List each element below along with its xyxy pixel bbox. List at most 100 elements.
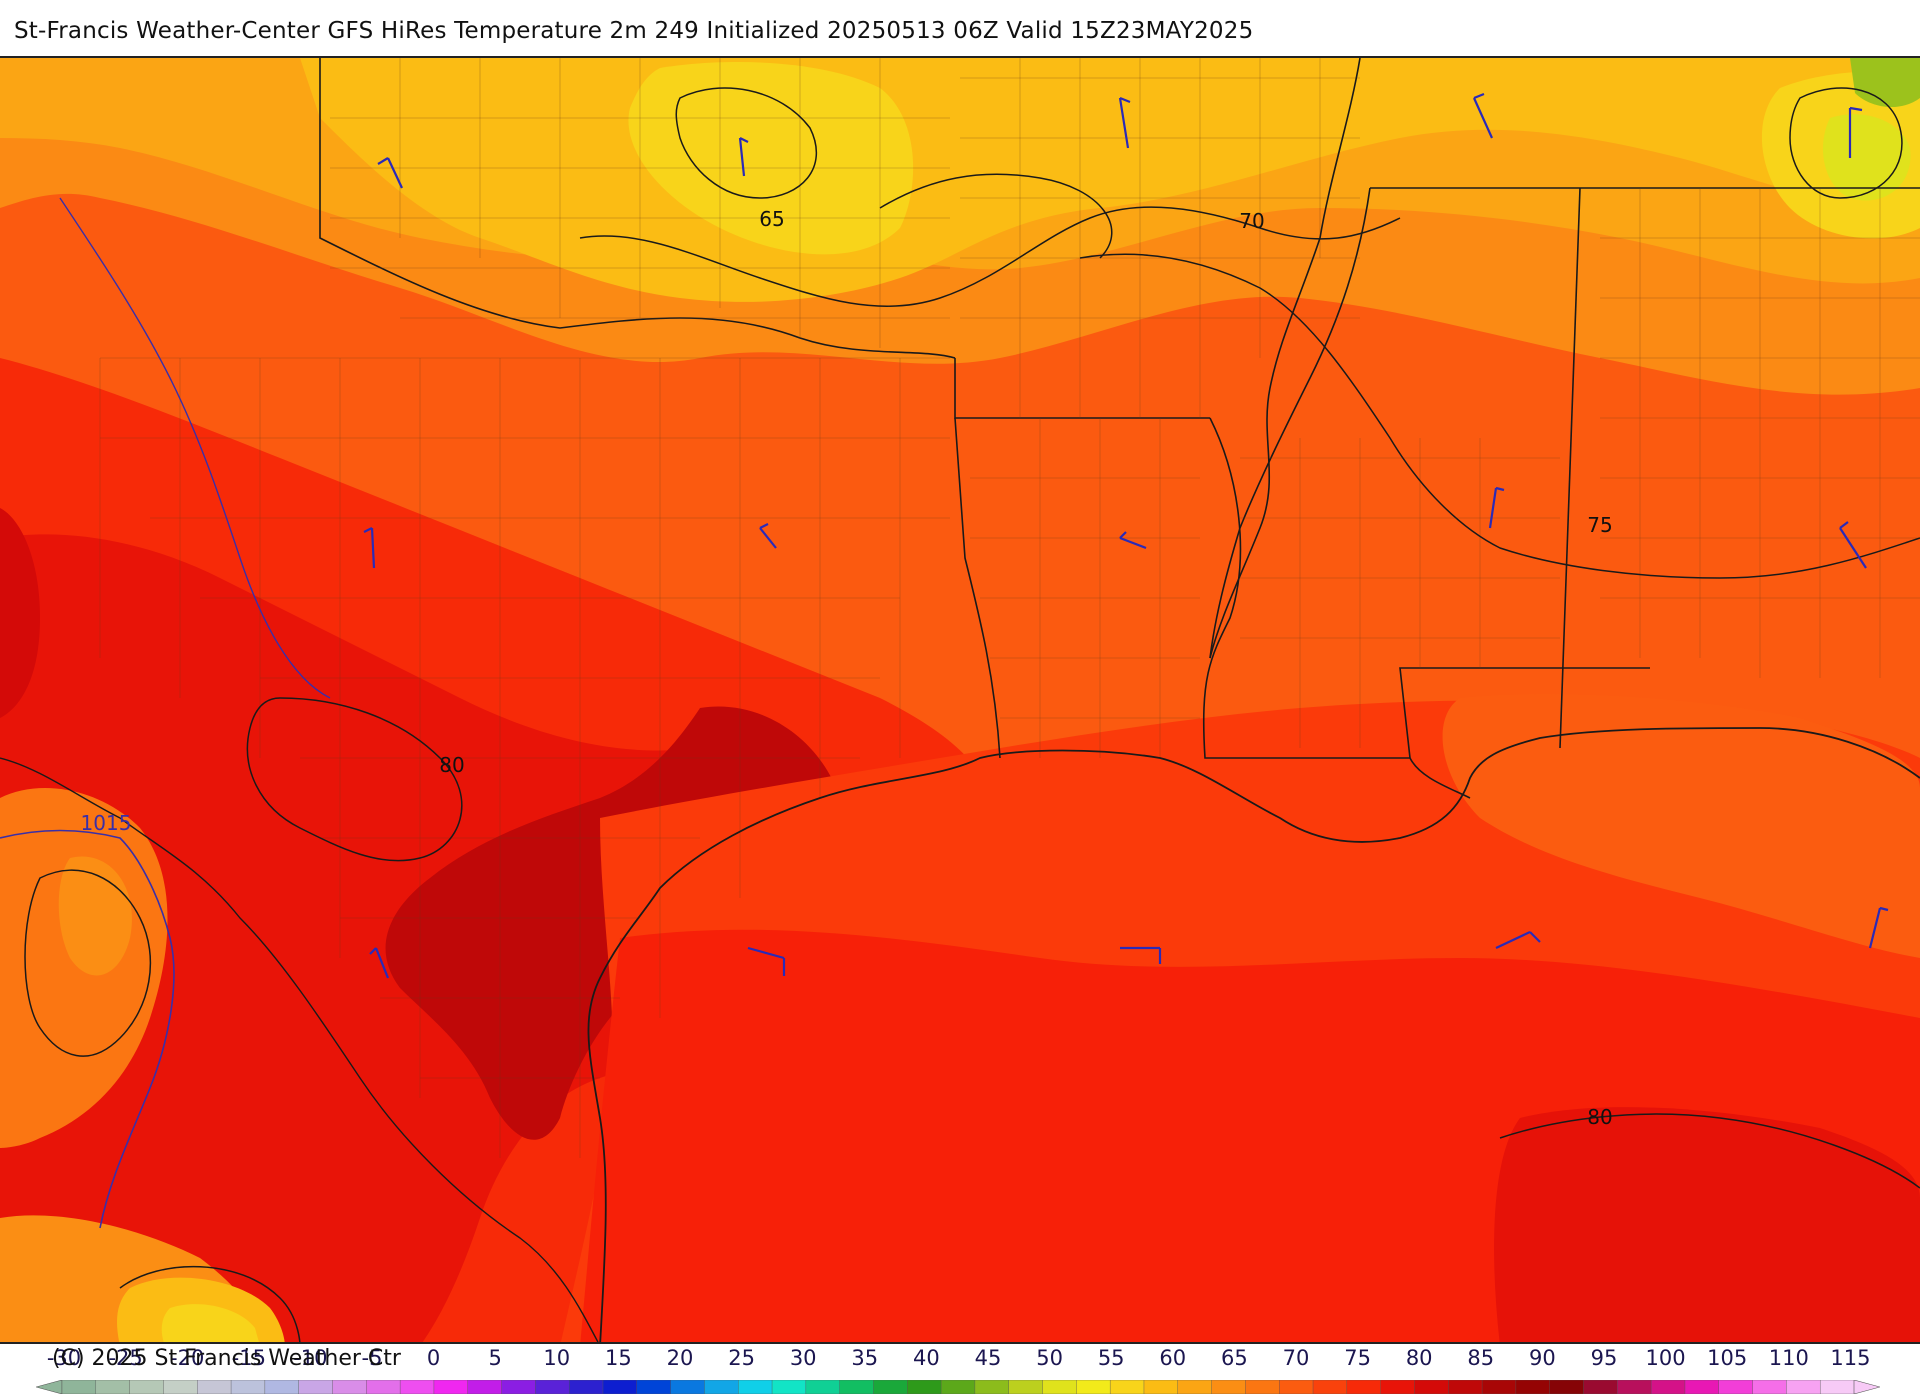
colorbar-swatch bbox=[535, 1380, 570, 1394]
wind-barbs bbox=[363, 92, 1889, 979]
colorbar-tick-label: 45 bbox=[974, 1346, 1002, 1370]
colorbar-tick-label: 85 bbox=[1467, 1346, 1495, 1370]
colorbar-tick-label: 20 bbox=[666, 1346, 694, 1370]
colorbar-swatch bbox=[399, 1380, 435, 1394]
colorbar-tick-label: 30 bbox=[789, 1346, 817, 1370]
colorbar-arrow-high bbox=[1853, 1380, 1880, 1394]
county-lines bbox=[99, 58, 1920, 1158]
isobar-line-north bbox=[59, 197, 331, 699]
colorbar-swatch bbox=[1481, 1380, 1517, 1394]
colorbar-tick-label: 25 bbox=[728, 1346, 755, 1370]
colorbar-tick-label: 65 bbox=[1221, 1346, 1248, 1370]
colorbar-swatch bbox=[1312, 1380, 1348, 1394]
colorbar-tick-label: 110 bbox=[1768, 1346, 1809, 1370]
colorbar-swatch bbox=[433, 1380, 469, 1394]
colorbar-swatch bbox=[1617, 1380, 1652, 1394]
colorbar-tick-label: -5 bbox=[361, 1346, 383, 1370]
colorbar-tick-label: 55 bbox=[1097, 1346, 1125, 1370]
map-canvas: 65 70 75 80 80 1015 bbox=[0, 58, 1920, 1342]
temp-band-mexico-cooler bbox=[58, 856, 132, 976]
colorbar-swatch bbox=[738, 1380, 773, 1394]
colorbar-swatch bbox=[1650, 1380, 1686, 1394]
colorbar-swatch bbox=[704, 1380, 739, 1394]
colorbar-swatch bbox=[1042, 1380, 1078, 1394]
contour-label-75: 75 bbox=[1587, 513, 1612, 537]
colorbar-swatch bbox=[568, 1380, 604, 1394]
colorbar-swatch bbox=[1549, 1380, 1585, 1394]
colorbar-tick-label: 80 bbox=[1405, 1346, 1433, 1370]
isobar-line bbox=[0, 829, 175, 1229]
colorbar-tick-label: -10 bbox=[293, 1346, 328, 1370]
temp-band-west-hot bbox=[0, 508, 40, 718]
colorbar bbox=[36, 1380, 1880, 1394]
colorbar-swatch bbox=[1346, 1380, 1382, 1394]
colorbar-tick-label: 90 bbox=[1529, 1346, 1556, 1370]
colorbar-tick-label: -20 bbox=[170, 1346, 205, 1370]
contour-label-65: 65 bbox=[759, 207, 784, 231]
temperature-contours bbox=[24, 87, 1920, 1342]
colorbar-swatch bbox=[1008, 1380, 1044, 1394]
colorbar-tick-label: 100 bbox=[1645, 1346, 1686, 1370]
colorbar-swatch bbox=[1414, 1380, 1449, 1394]
colorbar-swatch bbox=[1752, 1380, 1788, 1394]
colorbar-swatch bbox=[1245, 1380, 1280, 1394]
colorbar-swatch bbox=[1211, 1380, 1247, 1394]
colorbar-swatch bbox=[940, 1380, 976, 1394]
colorbar-swatch bbox=[230, 1380, 266, 1394]
gulf-water-82 bbox=[1494, 1107, 1920, 1342]
rio-grande bbox=[0, 757, 599, 1342]
temp-band-45-northeast bbox=[1850, 58, 1920, 108]
colorbar-swatch bbox=[129, 1380, 165, 1394]
colorbar-tick-label: 40 bbox=[913, 1346, 940, 1370]
colorbar-swatch bbox=[467, 1380, 503, 1394]
colorbar-swatch bbox=[771, 1380, 807, 1394]
colorbar-swatch bbox=[1448, 1380, 1483, 1394]
colorbar-swatch bbox=[1819, 1380, 1855, 1394]
gulf-water-eastern-warm bbox=[1442, 694, 1920, 958]
colorbar-swatch bbox=[1583, 1380, 1619, 1394]
colorbar-tick-label: 105 bbox=[1707, 1346, 1748, 1370]
colorbar-swatch bbox=[907, 1380, 942, 1394]
temp-band-mexico-yellow bbox=[161, 1304, 259, 1342]
colorbar-swatch bbox=[501, 1380, 537, 1394]
contour-label-70: 70 bbox=[1239, 209, 1264, 233]
contour-label-80-west: 80 bbox=[439, 753, 464, 777]
colorbar-swatch bbox=[61, 1380, 97, 1394]
colorbar-swatch bbox=[1515, 1380, 1551, 1394]
colorbar-swatch bbox=[602, 1380, 638, 1394]
colorbar-swatch bbox=[636, 1380, 672, 1394]
colorbar-swatch bbox=[974, 1380, 1010, 1394]
isobar-label: 1015 bbox=[81, 811, 132, 835]
temperature-map: 65 70 75 80 80 1015 bbox=[0, 56, 1920, 1344]
colorbar-swatch bbox=[366, 1380, 401, 1394]
state-borders bbox=[319, 58, 1920, 799]
colorbar-tick-label: 95 bbox=[1590, 1346, 1618, 1370]
colorbar-tick-label: 75 bbox=[1344, 1346, 1371, 1370]
colorbar-swatch bbox=[1279, 1380, 1314, 1394]
colorbar-swatch bbox=[1143, 1380, 1179, 1394]
colorbar-swatch bbox=[839, 1380, 875, 1394]
copyright-text: (C) 2025 St Francis Weather Ctr bbox=[52, 1346, 401, 1371]
colorbar-tick-label: 0 bbox=[426, 1346, 441, 1370]
colorbar-tick-label: 70 bbox=[1282, 1346, 1310, 1370]
colorbar-swatch bbox=[805, 1380, 841, 1394]
colorbar-arrow-low bbox=[36, 1380, 63, 1394]
colorbar-swatch bbox=[95, 1380, 131, 1394]
colorbar-tick-label: -15 bbox=[231, 1346, 266, 1370]
contour-label-80-gulf: 80 bbox=[1587, 1105, 1612, 1129]
colorbar-swatch bbox=[197, 1380, 232, 1394]
colorbar-tick-label: 60 bbox=[1159, 1346, 1187, 1370]
colorbar-tick-label: -30 bbox=[46, 1346, 82, 1370]
map-title: St-Francis Weather-Center GFS HiRes Temp… bbox=[14, 18, 1254, 44]
colorbar-swatch bbox=[1718, 1380, 1754, 1394]
colorbar-swatch bbox=[873, 1380, 908, 1394]
colorbar-swatch bbox=[163, 1380, 198, 1394]
gulf-coastline bbox=[587, 727, 1920, 1342]
colorbar-tick-label: 50 bbox=[1036, 1346, 1063, 1370]
colorbar-swatch bbox=[264, 1380, 300, 1394]
colorbar-swatch bbox=[1076, 1380, 1111, 1394]
mississippi-river bbox=[1209, 58, 1361, 659]
colorbar-swatch bbox=[1380, 1380, 1416, 1394]
colorbar-swatch bbox=[298, 1380, 334, 1394]
colorbar-swatch bbox=[1684, 1380, 1720, 1394]
